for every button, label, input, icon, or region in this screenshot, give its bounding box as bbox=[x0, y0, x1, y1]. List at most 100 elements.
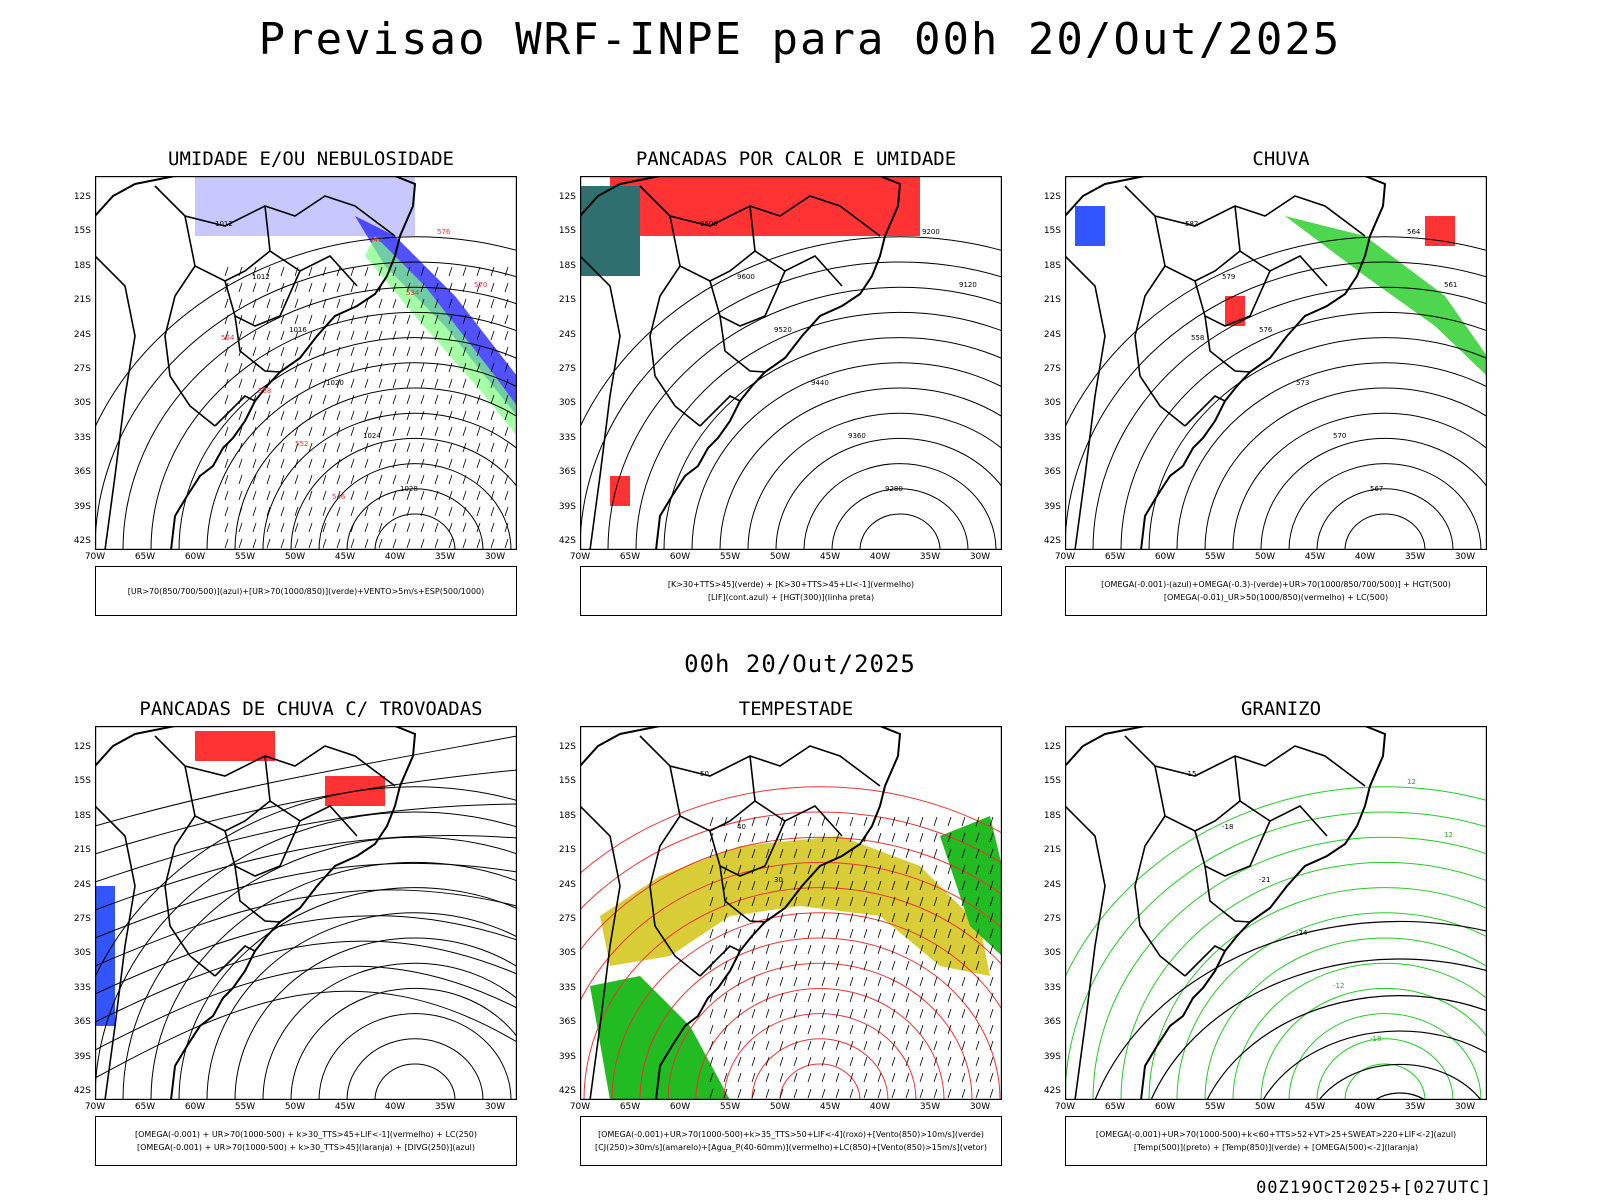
wind-vector bbox=[905, 816, 910, 827]
wind-vector bbox=[779, 880, 784, 891]
wind-vector bbox=[723, 960, 728, 971]
wind-vector bbox=[947, 1024, 952, 1035]
contour-line bbox=[691, 362, 1002, 550]
wind-vector bbox=[737, 816, 742, 827]
wind-vector bbox=[420, 266, 425, 277]
wind-vector bbox=[224, 378, 229, 389]
country-border bbox=[154, 185, 396, 237]
streamline bbox=[95, 862, 517, 939]
wind-vector bbox=[462, 362, 467, 373]
wind-vector bbox=[364, 330, 369, 341]
wind-vector bbox=[821, 992, 826, 1003]
wind-vector bbox=[308, 330, 313, 341]
wind-vector bbox=[434, 266, 439, 277]
lat-tick-label: 12S bbox=[73, 192, 91, 202]
wind-vector bbox=[448, 538, 453, 549]
wind-vector bbox=[751, 832, 756, 843]
lon-tick-label: 50W bbox=[284, 1102, 306, 1112]
country-border bbox=[719, 315, 766, 373]
wind-vector bbox=[807, 848, 812, 859]
wind-vector bbox=[434, 282, 439, 293]
wind-vector bbox=[863, 880, 868, 891]
wind-vector bbox=[905, 832, 910, 843]
wind-vector bbox=[490, 362, 495, 373]
contour-line bbox=[1262, 1030, 1487, 1100]
contour-line bbox=[607, 286, 1002, 550]
wind-vector bbox=[420, 314, 425, 325]
wind-vector bbox=[975, 1024, 980, 1035]
wind-vector bbox=[280, 378, 285, 389]
wind-vector bbox=[835, 928, 840, 939]
wind-vector bbox=[420, 410, 425, 421]
contour-line bbox=[695, 987, 945, 1100]
wind-vector bbox=[448, 266, 453, 277]
wind-vector bbox=[238, 298, 243, 309]
contour-label: 558 bbox=[1191, 334, 1204, 342]
wind-vector bbox=[989, 832, 994, 843]
wind-vector bbox=[905, 1040, 910, 1051]
wind-vector bbox=[919, 960, 924, 971]
lon-tick-label: 35W bbox=[434, 552, 456, 562]
wind-vector bbox=[709, 848, 714, 859]
lat-tick-label: 33S bbox=[73, 432, 91, 443]
streamline bbox=[95, 889, 517, 967]
wind-vector bbox=[448, 474, 453, 485]
wind-vector bbox=[322, 458, 327, 469]
wind-vector bbox=[877, 864, 882, 875]
wind-vector bbox=[350, 314, 355, 325]
wind-vector bbox=[919, 816, 924, 827]
lon-tick-label: 40W bbox=[384, 1102, 406, 1112]
wind-vector bbox=[821, 1088, 826, 1099]
wind-vector bbox=[891, 864, 896, 875]
wind-vector bbox=[364, 298, 369, 309]
wind-vector bbox=[751, 992, 756, 1003]
country-border bbox=[1194, 820, 1271, 877]
wind-vector bbox=[266, 426, 271, 437]
wind-vector bbox=[266, 410, 271, 421]
wind-vector bbox=[266, 314, 271, 325]
lat-tick-label: 18S bbox=[1043, 260, 1061, 271]
wind-vector bbox=[723, 1040, 728, 1051]
wind-vector bbox=[336, 394, 341, 405]
wind-vector bbox=[877, 1024, 882, 1035]
wind-vector bbox=[322, 266, 327, 277]
wind-vector bbox=[877, 880, 882, 891]
wind-vector bbox=[322, 394, 327, 405]
wind-vector bbox=[849, 1088, 854, 1099]
wind-vector bbox=[336, 346, 341, 357]
wind-vector bbox=[905, 1008, 910, 1019]
wind-vector bbox=[476, 490, 481, 501]
wind-vector bbox=[905, 992, 910, 1003]
lat-tick-label: 30S bbox=[73, 398, 91, 409]
wind-vector bbox=[294, 506, 299, 517]
wind-vector bbox=[989, 976, 994, 987]
country-border bbox=[95, 805, 136, 1100]
wind-vector bbox=[252, 490, 257, 501]
wind-vector bbox=[448, 282, 453, 293]
wind-vector bbox=[863, 816, 868, 827]
contour-line bbox=[1204, 387, 1487, 550]
contour-label: -12 bbox=[1333, 982, 1344, 990]
wind-vector bbox=[905, 880, 910, 891]
wind-vector bbox=[891, 992, 896, 1003]
wind-vector bbox=[989, 928, 994, 939]
wind-vector bbox=[392, 346, 397, 357]
lat-tick-label: 39S bbox=[558, 501, 576, 512]
wind-vector bbox=[891, 1056, 896, 1067]
wind-vector bbox=[350, 458, 355, 469]
lat-tick-label: 15S bbox=[73, 776, 91, 787]
wind-vector bbox=[392, 506, 397, 517]
wind-vector bbox=[751, 1072, 756, 1083]
wind-vector bbox=[448, 506, 453, 517]
wind-vector bbox=[504, 394, 509, 405]
wind-vector bbox=[462, 378, 467, 389]
panel-tempestade: TEMPESTADE 50 40 30 [OMEGA(-0.001)+UR>70(1… bbox=[556, 698, 1036, 1166]
wind-vector bbox=[266, 506, 271, 517]
lon-tick-label: 55W bbox=[719, 1102, 741, 1112]
wind-vector bbox=[961, 1024, 966, 1035]
contour-line bbox=[122, 286, 517, 550]
wind-vector bbox=[863, 1040, 868, 1051]
lon-tick-label: 45W bbox=[334, 1102, 356, 1112]
map-umidade: 1012 1012 1016 1020 1024 1028 576 570 564 558 552 5… bbox=[95, 176, 517, 550]
wind-vector bbox=[947, 848, 952, 859]
